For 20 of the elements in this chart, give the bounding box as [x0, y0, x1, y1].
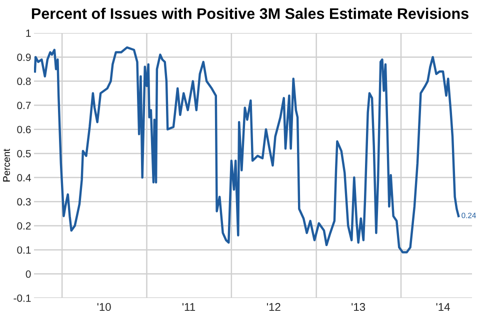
y-axis-title: Percent: [3, 148, 10, 182]
y-tick-label: 0.7: [17, 102, 31, 110]
y-tick-label: 1: [26, 30, 31, 37]
y-tick-label: 0.6: [17, 126, 31, 134]
line-series: [34, 46, 460, 254]
y-tick-label: 0.2: [17, 222, 31, 230]
x-tick-label: '12: [266, 303, 280, 311]
x-tick-label: '10: [97, 303, 111, 311]
x-tick-label: '13: [352, 303, 366, 311]
y-tick-label: 0.4: [17, 174, 31, 182]
chart-title: Percent of Issues with Positive 3M Sales Estimate Revisions: [32, 8, 468, 20]
y-tick-label: 0.1: [17, 246, 31, 254]
x-tick-label: '11: [182, 303, 196, 311]
y-tick-label: 0.3: [17, 198, 31, 206]
x-tick-label: '14: [436, 303, 450, 311]
y-tick-label: 0.8: [17, 78, 31, 86]
y-tick-label: -0.1: [14, 294, 31, 302]
y-tick-label: 0: [26, 270, 31, 278]
y-tick-label: 0.5: [17, 150, 31, 158]
y-tick-label: 0.9: [17, 54, 31, 61]
